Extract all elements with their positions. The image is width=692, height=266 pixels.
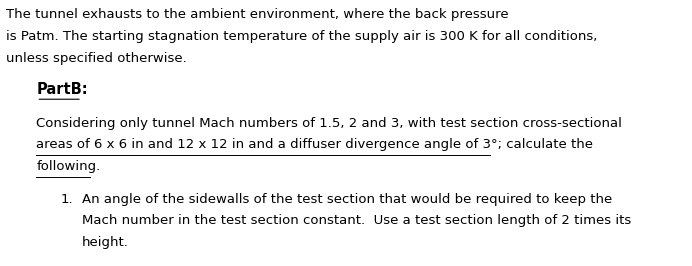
- Text: is Patm. The starting stagnation temperature of the supply air is 300 K for all : is Patm. The starting stagnation tempera…: [6, 30, 597, 43]
- Text: areas of 6 x 6 in and 12 x 12 in and a diffuser divergence angle of 3°; calculat: areas of 6 x 6 in and 12 x 12 in and a d…: [37, 138, 594, 151]
- Text: Considering only tunnel Mach numbers of 1.5, 2 and 3, with test section cross-se: Considering only tunnel Mach numbers of …: [37, 117, 622, 130]
- Text: 1.: 1.: [61, 193, 73, 206]
- Text: An angle of the sidewalls of the test section that would be required to keep the: An angle of the sidewalls of the test se…: [82, 193, 612, 206]
- Text: The tunnel exhausts to the ambient environment, where the back pressure: The tunnel exhausts to the ambient envir…: [6, 8, 509, 21]
- Text: unless specified otherwise.: unless specified otherwise.: [6, 52, 187, 65]
- Text: following.: following.: [37, 160, 100, 173]
- Text: PartB:: PartB:: [37, 82, 88, 97]
- Text: Mach number in the test section constant.  Use a test section length of 2 times : Mach number in the test section constant…: [82, 214, 631, 227]
- Text: height.: height.: [82, 236, 129, 249]
